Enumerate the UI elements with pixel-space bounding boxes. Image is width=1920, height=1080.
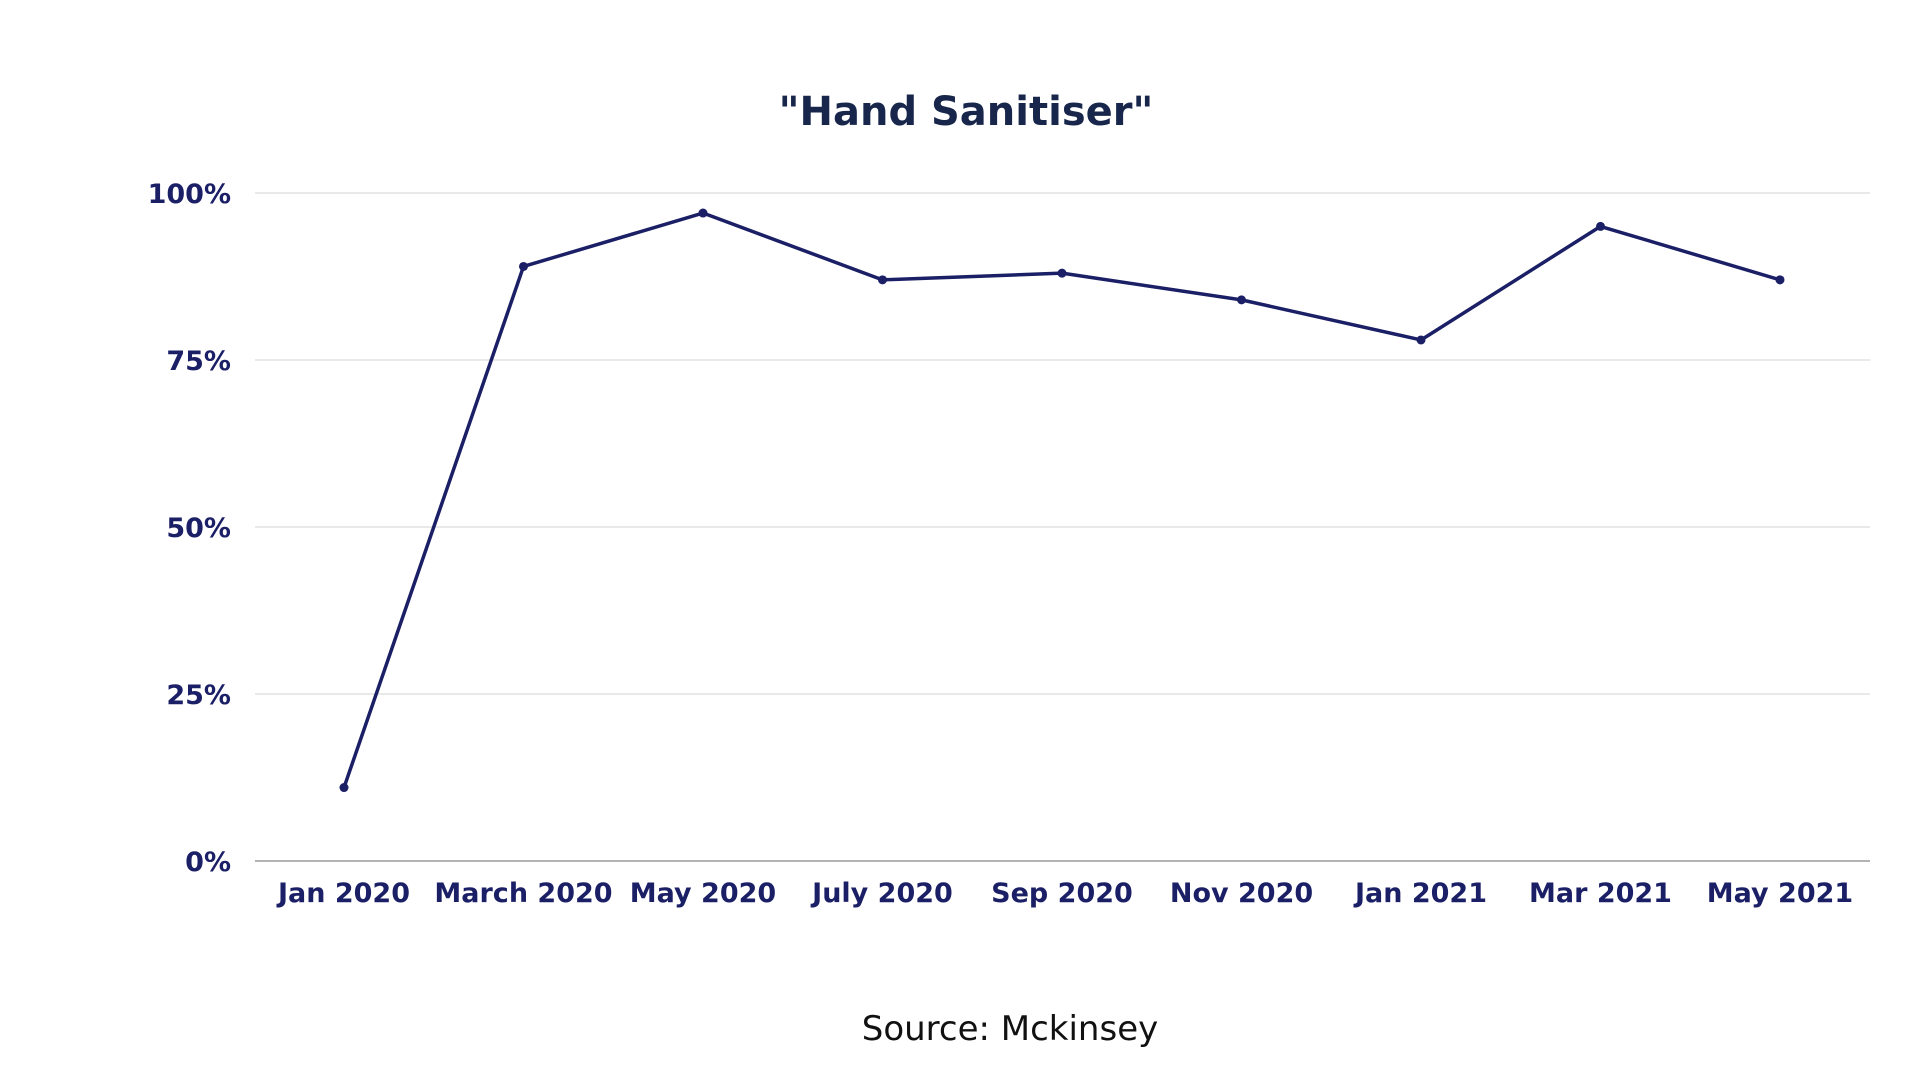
series-layer [339,208,1785,793]
data-point [1416,335,1426,345]
x-tick-label: Jan 2020 [276,878,410,909]
series-line [342,211,1782,790]
chart-title: "Hand Sanitiser" [779,89,1154,135]
y-tick-label: 25% [166,680,231,711]
data-point [698,208,708,218]
x-tick-label: Sep 2020 [991,878,1133,909]
y-tick-label: 0% [185,847,231,878]
x-tick-label: May 2021 [1707,878,1853,909]
data-point [339,783,349,793]
data-point [1237,295,1246,305]
y-tick-label: 50% [166,513,231,544]
x-tick-label: Mar 2021 [1529,878,1672,909]
data-point [519,261,528,271]
data-point [1596,221,1605,231]
y-axis-ticks: 0% 25% 50% 75% 100% [148,179,231,878]
x-tick-label: Jan 2021 [1353,878,1487,909]
y-tick-label: 75% [166,346,231,377]
data-point [878,275,887,285]
x-axis-ticks: Jan 2020 March 2020 May 2020 July 2020 Sep 2… [276,878,1853,909]
grid-lines [255,192,1870,862]
x-tick-label: July 2020 [810,878,953,909]
x-tick-label: May 2020 [630,878,776,909]
data-point [1775,275,1785,285]
x-tick-label: March 2020 [434,878,612,909]
y-tick-label: 100% [148,179,231,210]
data-point [1057,268,1067,278]
x-tick-label: Nov 2020 [1170,878,1313,909]
source-note: Source: Mckinsey [862,1009,1159,1049]
